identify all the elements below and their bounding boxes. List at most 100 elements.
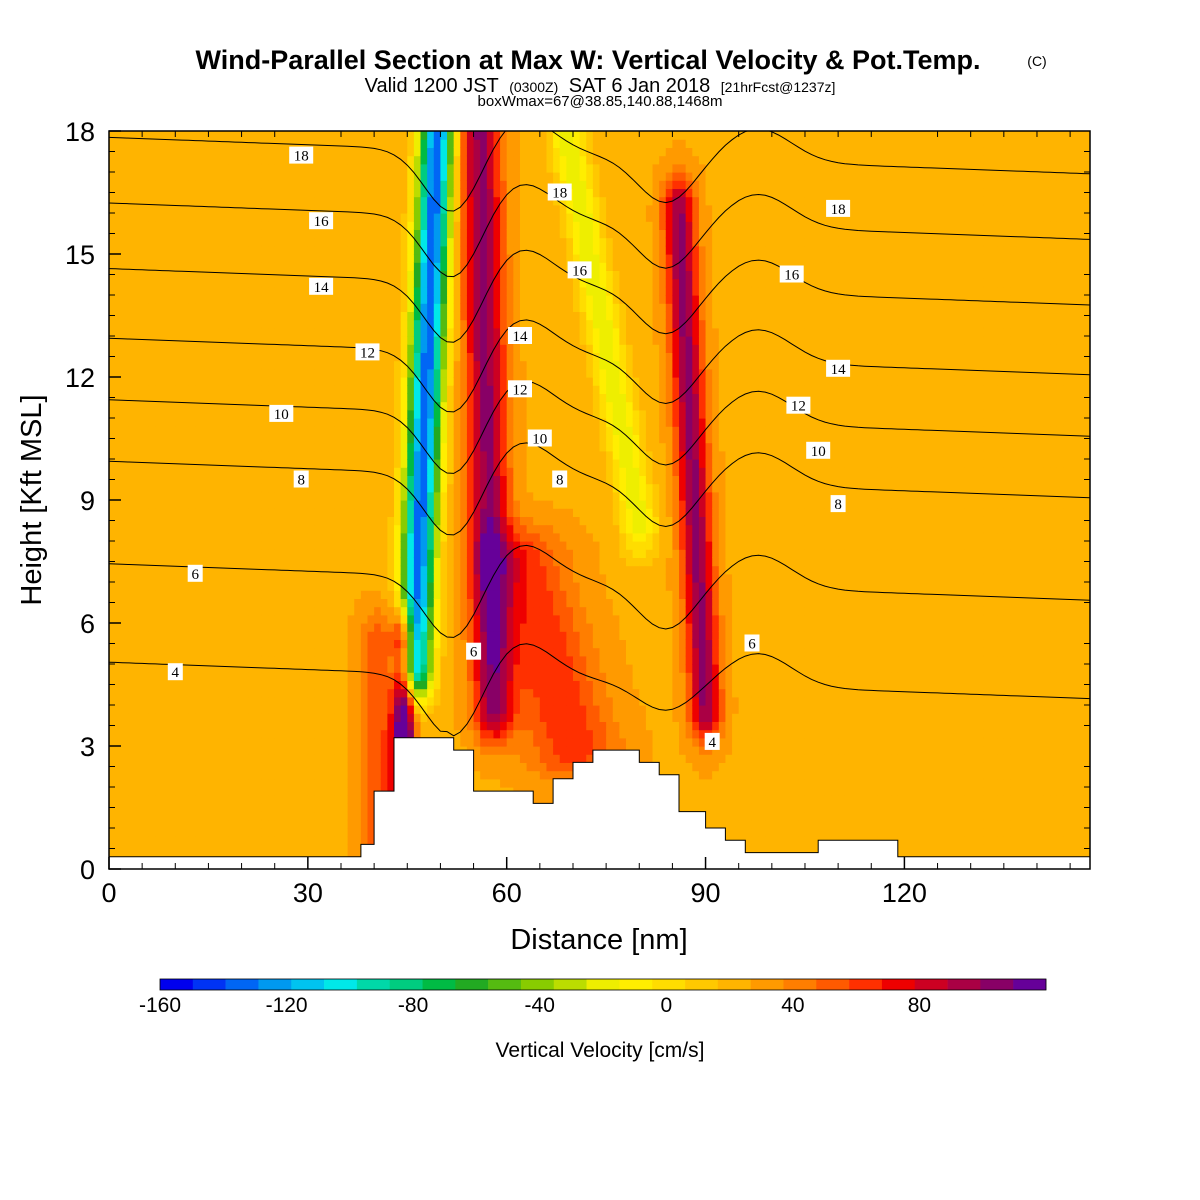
velocity-cell (413, 549, 422, 558)
velocity-cell (155, 245, 163, 255)
velocity-cell (394, 286, 402, 296)
velocity-cell (234, 770, 243, 780)
velocity-cell (208, 278, 216, 288)
velocity-cell (453, 573, 461, 583)
velocity-cell (413, 713, 422, 722)
velocity-cell (334, 500, 342, 509)
velocity-cell (347, 204, 355, 214)
velocity-cell (221, 155, 229, 165)
velocity-cell (287, 418, 296, 427)
velocity-cell (215, 811, 223, 821)
velocity-cell (287, 344, 296, 353)
velocity-cell (188, 155, 196, 165)
velocity-cell (281, 172, 289, 181)
velocity-cell (340, 532, 349, 542)
velocity-cell (413, 442, 422, 452)
velocity-cell (447, 664, 455, 673)
velocity-cell (413, 680, 422, 690)
velocity-cell (340, 426, 349, 435)
velocity-cell (413, 368, 422, 378)
velocity-cell (380, 327, 388, 337)
velocity-cell (241, 754, 249, 763)
velocity-cell (387, 278, 395, 288)
velocity-cell (327, 180, 335, 189)
velocity-cell (261, 524, 269, 534)
velocity-cell (195, 795, 203, 804)
velocity-cell (175, 606, 183, 616)
velocity-cell (314, 836, 322, 845)
velocity-cell (155, 147, 163, 157)
velocity-cell (181, 303, 190, 312)
velocity-cell (135, 336, 143, 345)
velocity-cell (394, 270, 402, 280)
velocity-cell (327, 303, 335, 312)
velocity-cell (268, 368, 276, 378)
velocity-cell (268, 713, 276, 722)
velocity-cell (168, 483, 176, 493)
velocity-cell (387, 672, 395, 681)
velocity-cell (201, 606, 210, 616)
velocity-cell (321, 434, 329, 444)
velocity-cell (287, 541, 296, 550)
velocity-cell (215, 467, 223, 476)
velocity-cell (334, 516, 342, 526)
velocity-cell (433, 385, 442, 394)
velocity-cell (327, 254, 335, 263)
velocity-cell (254, 541, 263, 550)
velocity-cell (334, 631, 342, 640)
velocity-cell (287, 213, 296, 222)
velocity-cell (201, 836, 210, 845)
velocity-cell (281, 180, 289, 189)
velocity-cell (473, 573, 481, 583)
velocity-cell (128, 385, 137, 394)
velocity-cell (195, 188, 203, 198)
velocity-cell (109, 336, 117, 345)
velocity-cell (162, 696, 170, 706)
velocity-cell (128, 229, 137, 239)
velocity-cell (307, 655, 316, 665)
velocity-cell (433, 516, 442, 526)
velocity-cell (122, 196, 130, 206)
velocity-cell (188, 500, 196, 509)
velocity-cell (241, 245, 249, 255)
velocity-cell (201, 795, 210, 804)
velocity-cell (440, 188, 448, 198)
velocity-cell (221, 319, 229, 329)
velocity-cell (268, 286, 276, 296)
velocity-cell (254, 631, 263, 640)
velocity-cell (234, 434, 243, 444)
velocity-cell (221, 426, 229, 435)
velocity-cell (453, 401, 461, 411)
velocity-cell (301, 377, 309, 386)
velocity-cell (334, 811, 342, 821)
velocity-cell (268, 582, 276, 591)
velocity-cell (122, 377, 130, 386)
velocity-cell (221, 598, 229, 608)
velocity-cell (195, 393, 203, 403)
velocity-cell (268, 672, 276, 681)
velocity-cell (128, 213, 137, 222)
velocity-cell (254, 672, 263, 681)
velocity-cell (367, 368, 375, 378)
velocity-cell (427, 565, 435, 575)
velocity-cell (215, 516, 223, 526)
velocity-cell (447, 344, 455, 353)
velocity-cell (413, 672, 422, 681)
velocity-cell (261, 532, 269, 542)
velocity-cell (254, 557, 263, 567)
velocity-cell (367, 426, 375, 435)
velocity-cell (466, 295, 475, 304)
velocity-cell (234, 713, 243, 722)
velocity-cell (195, 549, 203, 558)
velocity-cell (228, 213, 236, 222)
velocity-cell (122, 426, 130, 435)
velocity-cell (394, 721, 402, 731)
velocity-cell (413, 270, 422, 280)
velocity-cell (181, 713, 190, 722)
copyright-mark: (C) (1027, 53, 1046, 69)
velocity-cell (453, 377, 461, 386)
velocity-cell (447, 532, 455, 542)
velocity-cell (135, 500, 143, 509)
velocity-cell (334, 598, 342, 608)
velocity-cell (175, 500, 183, 509)
